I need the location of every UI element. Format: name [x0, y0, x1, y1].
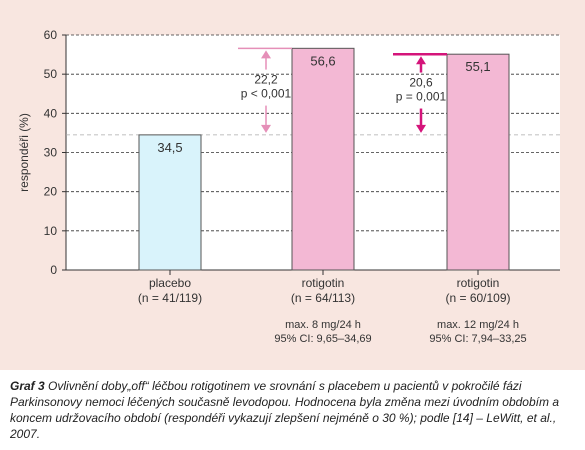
arrowhead-up: [416, 56, 426, 65]
x-tick-label: rotigotin: [302, 276, 345, 290]
y-axis-label: respondéři (%): [17, 113, 31, 192]
y-tick-label: 40: [44, 106, 58, 120]
difference-value-label: 20,6: [409, 76, 433, 90]
p-value-label: p = 0,001: [396, 90, 447, 104]
arrowhead-down: [416, 124, 426, 133]
x-tick-label: placebo: [149, 276, 191, 290]
y-tick-label: 60: [44, 28, 58, 42]
y-tick-label: 10: [44, 224, 58, 238]
x-tick-n-label: (n = 64/113): [291, 291, 355, 305]
dose-label: max. 8 mg/24 h: [285, 319, 361, 331]
bar-placebo: [138, 134, 202, 271]
caption-label: Graf 3: [10, 379, 45, 393]
caption-text: Ovlivnění doby„off“ léčbou rotigotinem v…: [10, 379, 559, 441]
figure-caption: Graf 3 Ovlivnění doby„off“ léčbou rotigo…: [10, 378, 580, 442]
y-tick-label: 20: [44, 185, 58, 199]
arrowhead-up: [261, 50, 271, 59]
y-tick-label: 0: [50, 263, 57, 277]
ci-label: 95% CI: 9,65–34,69: [274, 333, 371, 345]
chart-panel: 0 10 20 30 40 50 60 respondéři (%) 34,5 placebo (n…: [0, 0, 585, 370]
x-tick-n-label: (n = 60/109): [445, 291, 510, 305]
ci-label: 95% CI: 7,94–33,25: [429, 333, 526, 345]
bar-rotigotin: [446, 53, 510, 271]
p-value-label: p < 0,001: [241, 87, 292, 101]
bar-value-label: 55,1: [465, 59, 490, 74]
dose-label: max. 12 mg/24 h: [437, 319, 519, 331]
x-tick-n-label: (n = 41/119): [138, 291, 202, 305]
bar-rotigotin: [291, 47, 355, 271]
bar-value-label: 56,6: [310, 53, 335, 68]
y-tick-label: 30: [44, 146, 58, 160]
bar-value-label: 34,5: [157, 140, 182, 155]
arrowhead-down: [261, 124, 271, 133]
y-tick-label: 50: [44, 67, 58, 81]
x-tick-label: rotigotin: [457, 276, 500, 290]
difference-value-label: 22,2: [254, 73, 278, 87]
